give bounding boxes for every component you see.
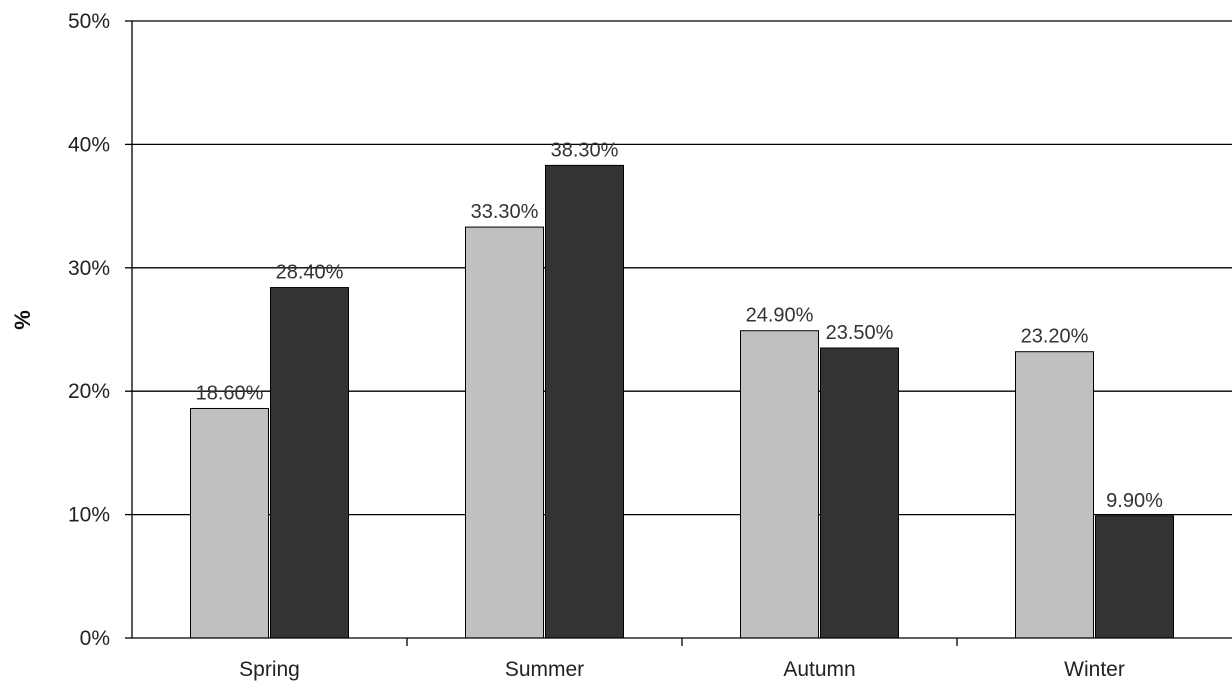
bar-autumn-series-1 <box>740 330 819 639</box>
data-label-spring-series-1: 18.60% <box>196 382 264 404</box>
x-tick-label-spring: Spring <box>239 658 300 681</box>
y-tick-label-5: 50% <box>68 10 110 33</box>
data-label-autumn-series-1: 24.90% <box>746 305 814 327</box>
y-tick-label-2: 20% <box>68 380 110 403</box>
x-tick-label-winter: Winter <box>1064 658 1125 681</box>
data-labels: 18.60% 28.40% 33.30% 38.30% 24.90% 23.50% 23.2… <box>196 139 1163 511</box>
bar-summer-series-1 <box>465 226 544 639</box>
axes: 0% 10% 20% 30% 40% 50% Spring Summer Autumn Winte… <box>68 10 1232 681</box>
y-tick-label-1: 10% <box>68 504 110 527</box>
bar-autumn-series-2 <box>820 347 899 639</box>
data-label-autumn-series-2: 23.50% <box>826 322 894 344</box>
data-label-winter-series-2: 9.90% <box>1106 490 1163 512</box>
bar-spring-series-1 <box>190 407 269 639</box>
bar-summer-series-2 <box>545 164 624 639</box>
data-label-spring-series-2: 28.40% <box>276 262 344 284</box>
y-tick-label-4: 40% <box>68 133 110 156</box>
x-tick-label-summer: Summer <box>505 658 584 681</box>
data-label-summer-series-2: 38.30% <box>551 139 619 161</box>
data-label-summer-series-1: 33.30% <box>471 201 539 223</box>
bars <box>190 164 1174 639</box>
bar-winter-series-1 <box>1015 351 1094 639</box>
y-tick-label-3: 30% <box>68 257 110 280</box>
bar-winter-series-2 <box>1095 515 1174 639</box>
x-tick-label-autumn: Autumn <box>783 658 855 681</box>
y-axis-title: % <box>10 310 35 330</box>
y-tick-label-0: 0% <box>80 627 110 650</box>
data-label-winter-series-1: 23.20% <box>1021 326 1089 348</box>
bar-spring-series-2 <box>270 287 349 639</box>
